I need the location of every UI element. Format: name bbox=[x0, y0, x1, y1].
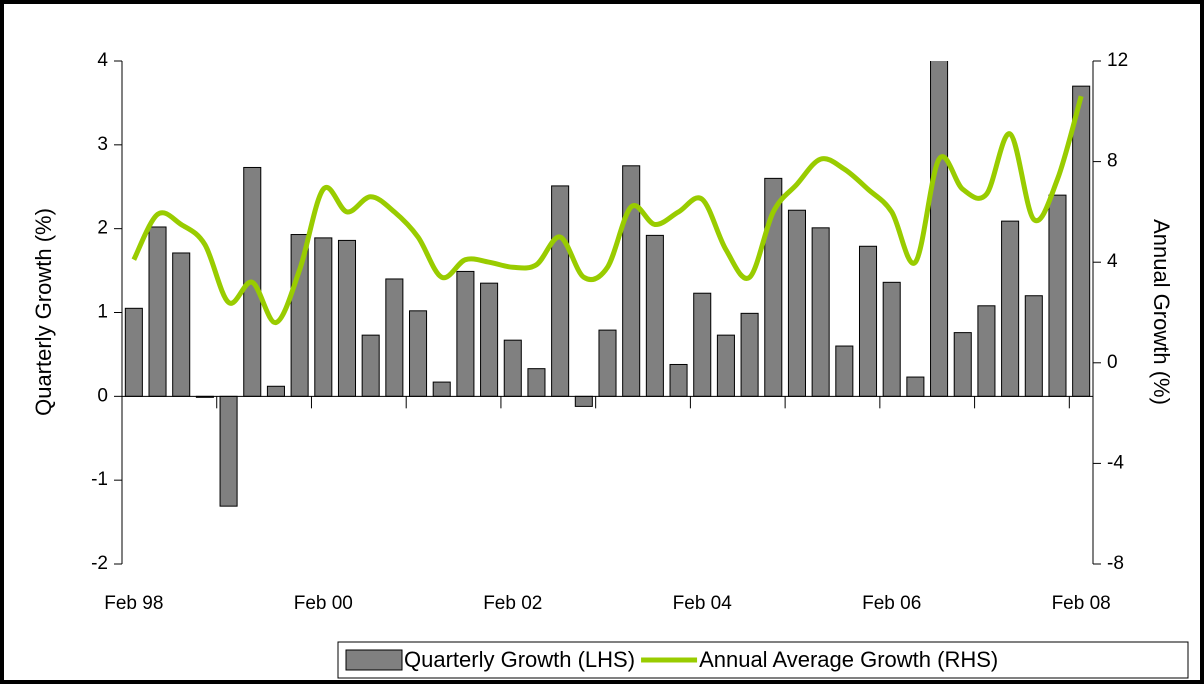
bar bbox=[574, 395, 593, 407]
bar bbox=[740, 312, 759, 397]
bar bbox=[527, 368, 546, 397]
x-tick-label: Feb 08 bbox=[1052, 593, 1111, 614]
bar bbox=[361, 334, 380, 397]
y2-tick-label: 12 bbox=[1107, 50, 1128, 71]
bar bbox=[148, 226, 167, 397]
bar bbox=[480, 282, 499, 397]
legend-label: Quarterly Growth (LHS) bbox=[404, 647, 635, 672]
bar bbox=[622, 165, 641, 397]
bar bbox=[385, 278, 404, 397]
bar bbox=[1001, 220, 1020, 397]
y-tick-label: -1 bbox=[91, 469, 108, 490]
bar bbox=[456, 270, 475, 397]
legend-box bbox=[337, 641, 1189, 679]
y-tick-label: 1 bbox=[97, 302, 108, 323]
y2-tick-label: -8 bbox=[1107, 553, 1124, 574]
x-tick-label: Feb 02 bbox=[483, 593, 542, 614]
bar bbox=[930, 61, 949, 397]
bar bbox=[314, 237, 333, 397]
bar bbox=[645, 234, 664, 397]
bar bbox=[906, 376, 925, 397]
bar bbox=[669, 363, 688, 397]
bar bbox=[882, 281, 901, 397]
bar bbox=[693, 292, 712, 397]
bar bbox=[1072, 85, 1091, 397]
x-tick-label: Feb 04 bbox=[673, 593, 733, 614]
bar bbox=[337, 239, 357, 397]
bar bbox=[219, 395, 238, 507]
bar bbox=[1024, 295, 1043, 397]
bar bbox=[432, 381, 451, 397]
y2-tick-label: 8 bbox=[1107, 151, 1118, 172]
y2-tick-label: 4 bbox=[1107, 251, 1118, 272]
y-tick-label: 2 bbox=[97, 218, 108, 239]
bar bbox=[598, 329, 617, 397]
y-axis-title: Quarterly Growth (%) bbox=[31, 208, 56, 416]
x-tick-label: Feb 98 bbox=[104, 593, 163, 614]
bar bbox=[787, 209, 806, 397]
bar bbox=[172, 252, 191, 397]
y2-axis-title: Annual Growth (%) bbox=[1149, 219, 1174, 405]
y-tick-label: -2 bbox=[91, 553, 108, 574]
plot-area bbox=[124, 61, 1091, 507]
bar bbox=[835, 345, 854, 397]
bar bbox=[503, 339, 522, 397]
bar bbox=[409, 310, 428, 397]
y-tick-label: 4 bbox=[97, 50, 108, 71]
x-tick-label: Feb 06 bbox=[862, 593, 921, 614]
bar bbox=[1048, 194, 1067, 397]
y-tick-label: 3 bbox=[97, 134, 108, 155]
x-tick-label: Feb 00 bbox=[294, 593, 353, 614]
bar bbox=[124, 307, 143, 397]
bar bbox=[811, 227, 830, 397]
bar bbox=[953, 332, 972, 397]
bar bbox=[716, 334, 735, 397]
legend-swatch bbox=[345, 649, 403, 671]
y2-tick-label: 0 bbox=[1107, 352, 1118, 373]
bar bbox=[266, 385, 285, 397]
bar bbox=[858, 245, 878, 397]
bar bbox=[551, 185, 570, 397]
y2-tick-label: -4 bbox=[1107, 452, 1124, 473]
legend-label: Annual Average Growth (RHS) bbox=[699, 647, 998, 672]
y-tick-label: 0 bbox=[97, 385, 108, 406]
line bbox=[131, 95, 1084, 326]
bar bbox=[290, 234, 309, 397]
bar bbox=[977, 305, 996, 397]
